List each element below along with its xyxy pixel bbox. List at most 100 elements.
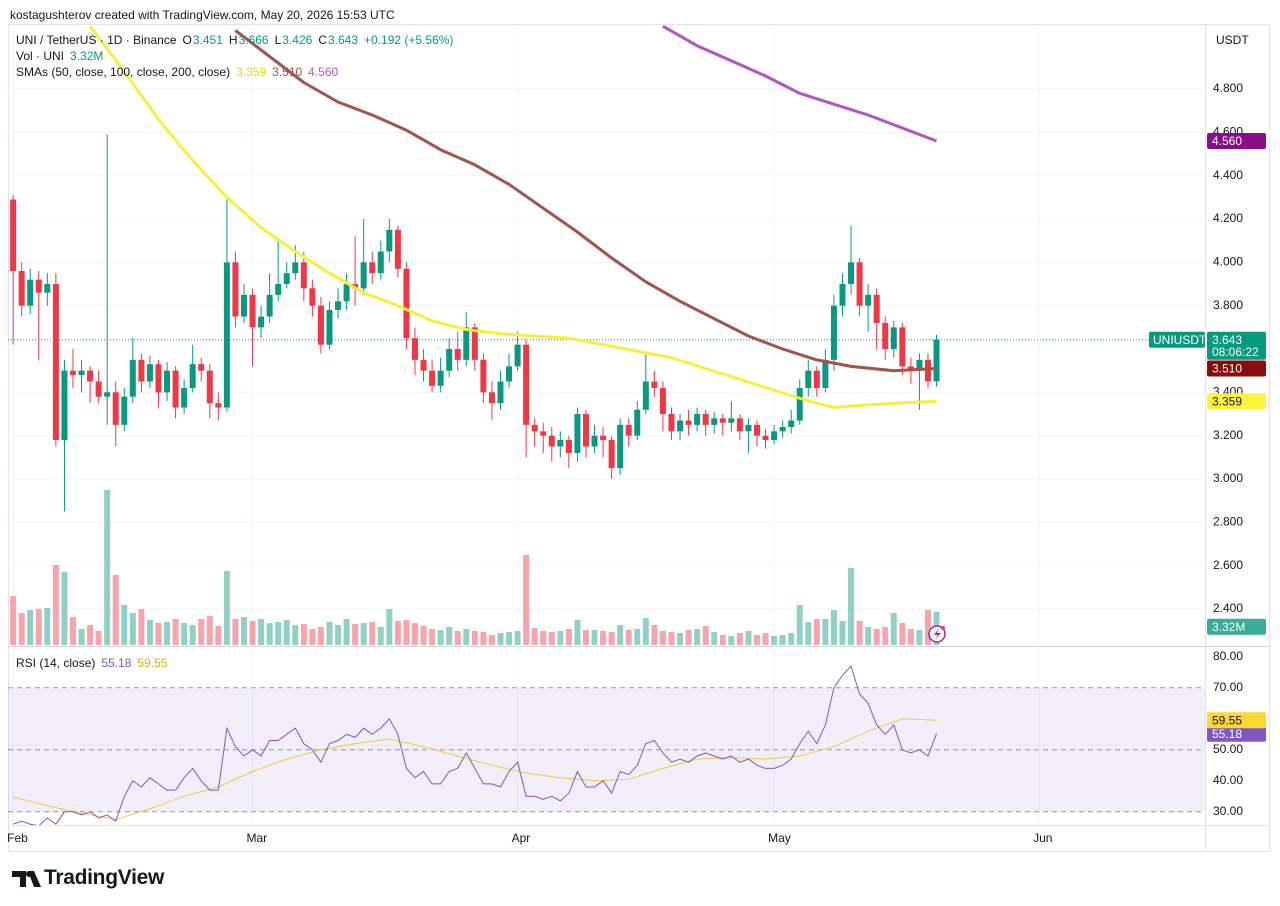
volume-bar: [865, 627, 872, 645]
volume-bar: [352, 624, 359, 645]
candle-body: [771, 431, 778, 441]
volume-bar: [651, 625, 658, 645]
volume-bar: [907, 629, 914, 645]
volume-bar: [497, 633, 504, 645]
candle-body: [565, 440, 572, 454]
candle-body: [343, 284, 350, 302]
volume-bar: [121, 605, 128, 645]
candle-body: [617, 424, 624, 469]
volume-bar: [215, 626, 222, 645]
candle-body: [446, 349, 453, 371]
volume-bar: [454, 631, 461, 645]
candle-body: [129, 359, 136, 397]
volume-bar: [232, 619, 239, 645]
ohlc-key: C: [318, 33, 327, 47]
volume-bar: [87, 625, 94, 645]
candle-body: [531, 424, 538, 432]
candle-body: [283, 273, 290, 285]
volume-bar: [822, 619, 829, 645]
volume-bar: [206, 616, 213, 645]
candle-body: [557, 440, 564, 447]
candle-body: [138, 359, 145, 382]
rsi-title[interactable]: RSI (14, close): [16, 656, 96, 670]
candle-body: [403, 268, 410, 339]
sma-axis-label: 3.510: [1212, 362, 1242, 376]
volume-bar: [155, 623, 162, 645]
candle-body: [711, 418, 718, 425]
volume-bar: [702, 626, 709, 645]
volume-bar: [677, 633, 684, 645]
volume-bar: [796, 605, 803, 645]
y-tick-label: 3.000: [1213, 471, 1243, 485]
volume-title[interactable]: Vol · UNI: [16, 49, 65, 63]
y-tick-label: 4.000: [1213, 255, 1243, 269]
y-tick-label: 3.200: [1213, 428, 1243, 442]
volume-bar: [112, 575, 119, 645]
currency[interactable]: USDT: [1216, 33, 1249, 47]
volume-bar: [300, 624, 307, 645]
volume-bar: [608, 632, 615, 645]
candle-body: [44, 284, 51, 293]
x-tick-label: Mar: [247, 831, 268, 845]
y-tick-label: 2.600: [1213, 558, 1243, 572]
candle-body: [429, 370, 436, 386]
volume-bar: [805, 622, 812, 645]
candle-body: [822, 359, 829, 389]
ohlc-value: 3.426: [282, 33, 313, 47]
change: +0.192 (+5.56%): [364, 33, 454, 47]
sma-title[interactable]: SMAs (50, close, 100, close, 200, close): [16, 65, 231, 79]
candle-body: [369, 262, 376, 274]
rsi-line: [12, 718, 937, 821]
candle-body: [813, 370, 820, 389]
x-tick-label: Jun: [1033, 831, 1052, 845]
candle-body: [300, 262, 307, 289]
candle-body: [514, 344, 521, 367]
volume-bar: [591, 630, 598, 645]
volume-bar: [326, 622, 333, 645]
volume-bar: [634, 629, 641, 645]
rsi-value: 55.18: [101, 656, 132, 670]
last-price-label: 3.643: [1212, 333, 1242, 347]
rsi-tick-label: 50.00: [1213, 742, 1243, 756]
candle-body: [753, 424, 760, 436]
candle-body: [634, 409, 641, 436]
volume-bar: [753, 635, 760, 645]
candle-body: [865, 294, 872, 306]
candle-body: [659, 388, 666, 415]
candle-body: [924, 359, 931, 382]
volume-bar: [745, 631, 752, 645]
sma-value: 3.359: [236, 65, 267, 79]
volume-bar: [283, 620, 290, 645]
volume-bar: [181, 623, 188, 645]
candle-body: [873, 294, 880, 324]
volume-bar: [736, 633, 743, 645]
candle-body: [223, 262, 230, 408]
candle-body: [702, 414, 709, 425]
volume-bar: [779, 635, 786, 645]
volume-bar: [35, 609, 42, 645]
volume-bar: [369, 622, 376, 645]
volume-bar: [668, 632, 675, 645]
symbol[interactable]: UNI / TetherUS · 1D · Binance: [16, 33, 177, 47]
logo[interactable]: TradingView: [44, 866, 165, 889]
candle-body: [694, 414, 701, 425]
volume-bar: [18, 613, 25, 645]
candle-body: [112, 392, 119, 425]
volume-bar: [386, 609, 393, 645]
y-tick-label: 4.200: [1213, 211, 1243, 225]
sma-line: [662, 24, 938, 143]
candle-body: [61, 370, 68, 441]
candle-body: [548, 435, 555, 447]
volume-axis-label: 3.32M: [1212, 620, 1245, 634]
volume-bar: [446, 627, 453, 645]
volume-bar: [711, 632, 718, 645]
candle-body: [35, 279, 42, 293]
candle-body: [625, 424, 632, 436]
volume-bar: [771, 636, 778, 645]
rsi-line: [12, 665, 937, 825]
candle-body: [394, 229, 401, 269]
volume-bar: [52, 565, 59, 645]
candle-body: [78, 370, 85, 376]
rsi-tick-label: 30.00: [1213, 804, 1243, 818]
